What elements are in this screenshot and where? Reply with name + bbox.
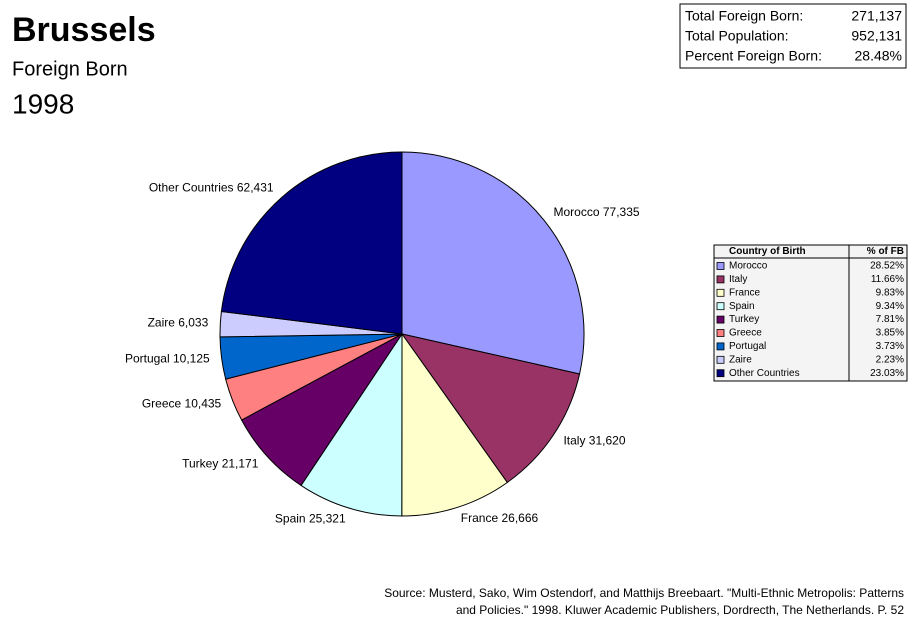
legend-label: Morocco — [729, 261, 768, 272]
slice-label-value: 77,335 — [603, 205, 640, 219]
source-line: and Policies." 1998. Kluwer Academic Pub… — [456, 603, 904, 617]
slice-label: Zaire 6,033 — [148, 316, 209, 330]
slice-label-name: Greece — [142, 397, 182, 411]
legend-swatch — [716, 342, 725, 351]
legend-swatch — [716, 275, 725, 284]
table-percent: 7.81% — [876, 314, 904, 325]
summary-label: Total Foreign Born: — [685, 8, 803, 24]
legend-label: France — [729, 287, 761, 298]
slice-label: France 26,666 — [461, 511, 539, 525]
legend-swatch — [716, 355, 725, 364]
legend-swatch — [716, 329, 725, 337]
summary-value: 271,137 — [851, 8, 902, 24]
slice-label-value: 10,125 — [173, 352, 210, 366]
pie-slice — [220, 151, 403, 335]
slice-label-name: Spain — [275, 512, 306, 526]
legend-label: Greece — [729, 328, 762, 339]
chart-year: 1998 — [12, 88, 74, 119]
table-percent: 3.85% — [876, 328, 904, 339]
pie-slice — [401, 151, 585, 375]
slice-label: Greece 10,435 — [142, 397, 222, 411]
slice-label-name: Turkey — [182, 457, 218, 471]
slice-label: Morocco 77,335 — [553, 205, 639, 219]
legend-label: Spain — [729, 301, 755, 312]
legend-swatch — [716, 262, 725, 270]
slice-label-value: 31,620 — [589, 434, 626, 448]
source-line: Source: Musterd, Sako, Wim Ostendorf, an… — [384, 586, 904, 600]
legend-swatch — [716, 369, 725, 378]
slice-label: Spain 25,321 — [275, 512, 346, 526]
pie-slice — [401, 332, 508, 517]
chart-subtitle: Foreign Born — [12, 58, 128, 80]
pie-slice — [300, 332, 403, 517]
table-percent: 2.23% — [876, 354, 904, 365]
table-header: Country of Birth — [729, 246, 806, 257]
legend-label: Turkey — [729, 314, 759, 325]
summary-label: Total Population: — [685, 28, 789, 44]
legend-label: Zaire — [729, 354, 752, 365]
pie-slice — [400, 333, 581, 484]
legend-swatch — [716, 302, 725, 311]
table-header: % of FB — [867, 246, 904, 257]
slice-label: Other Countries 62,431 — [149, 181, 274, 195]
table-percent: 28.52% — [870, 261, 904, 272]
legend-swatch — [716, 315, 725, 324]
legend-label: Italy — [729, 274, 747, 285]
summary-value: 952,131 — [851, 28, 902, 44]
summary-box — [679, 3, 907, 69]
slice-label: Italy 31,620 — [563, 434, 625, 448]
slice-label-name: Other Countries — [149, 181, 234, 195]
table-percent: 23.03% — [870, 368, 904, 379]
slice-label-name: Italy — [563, 434, 585, 448]
slice-label-value: 26,666 — [501, 511, 538, 525]
slice-label-value: 10,435 — [185, 397, 222, 411]
table-percent: 9.34% — [876, 301, 904, 312]
summary-label: Percent Foreign Born: — [685, 48, 822, 64]
slice-label: Portugal 10,125 — [125, 352, 210, 366]
legend-swatch — [716, 288, 725, 297]
slice-label-name: Zaire — [148, 316, 176, 330]
legend-table — [713, 244, 908, 382]
slice-label-name: France — [461, 511, 499, 525]
table-percent: 9.83% — [876, 287, 904, 298]
legend-label: Portugal — [729, 341, 766, 352]
slice-label-value: 62,431 — [237, 181, 274, 195]
slice-label-value: 21,171 — [222, 457, 259, 471]
slice-label-value: 6,033 — [178, 316, 208, 330]
summary-value: 28.48% — [855, 48, 902, 64]
slice-label: Turkey 21,171 — [182, 457, 259, 471]
slice-label-name: Morocco — [553, 205, 599, 219]
table-percent: 3.73% — [876, 341, 904, 352]
slice-label-value: 25,321 — [309, 512, 346, 526]
table-percent: 11.66% — [871, 274, 904, 285]
chart-title: Brussels — [12, 11, 156, 49]
slice-label-name: Portugal — [125, 352, 170, 366]
legend-label: Other Countries — [729, 368, 800, 379]
